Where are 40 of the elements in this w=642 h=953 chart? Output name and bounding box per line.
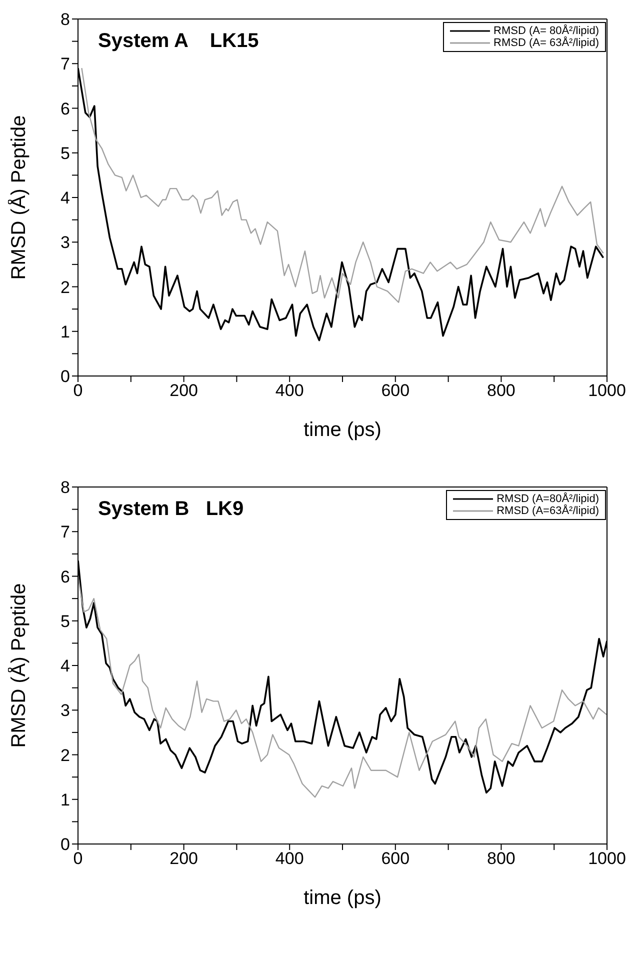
y-axis-title: RMSD (Å) Peptide	[7, 583, 30, 748]
x-tick-label: 0	[73, 381, 83, 400]
x-tick-label: 600	[381, 849, 410, 868]
x-tick-label: 600	[381, 381, 410, 400]
y-tick-label: 4	[60, 656, 70, 676]
x-tick-label: 800	[487, 381, 516, 400]
text: System A LK15	[98, 30, 259, 53]
y-tick-label: 3	[60, 701, 70, 720]
x-tick-label: 1000	[588, 849, 626, 868]
x-tick-label: 200	[170, 381, 198, 400]
y-tick-label: 5	[60, 144, 70, 163]
y-tick-label: 5	[60, 612, 70, 631]
legend-label: RMSD (A= 80Å²/lipid)	[494, 25, 599, 37]
y-tick-label: 8	[60, 10, 70, 30]
x-axis-title: time (ps)	[304, 419, 382, 441]
y-tick-label: 4	[60, 188, 70, 208]
y-tick-label: 1	[60, 790, 70, 810]
legend-label: RMSD (A= 63Å²/lipid)	[494, 37, 599, 49]
legend-label: RMSD (A=80Å²/lipid)	[496, 493, 599, 505]
text: System B LK9	[98, 498, 244, 521]
x-tick-label: 0	[73, 849, 83, 868]
y-tick-label: 2	[60, 278, 70, 297]
x-axis-title: time (ps)	[304, 887, 382, 909]
x-tick-label: 400	[275, 381, 304, 400]
y-tick-label: 0	[60, 835, 70, 854]
x-tick-label: 800	[487, 849, 516, 868]
y-tick-label: 0	[60, 367, 70, 386]
legend-label: RMSD (A=63Å²/lipid)	[496, 505, 599, 517]
x-tick-label: 400	[275, 849, 304, 868]
y-tick-label: 3	[60, 233, 70, 252]
y-tick-label: 1	[60, 322, 70, 342]
y-tick-label: 6	[60, 567, 70, 586]
y-tick-label: 7	[60, 54, 70, 74]
x-tick-label: 1000	[588, 381, 626, 400]
y-tick-label: 6	[60, 99, 70, 118]
y-axis-title: RMSD (Å) Peptide	[7, 115, 30, 280]
x-tick-label: 200	[170, 849, 198, 868]
y-tick-label: 7	[60, 522, 70, 542]
y-tick-label: 8	[60, 478, 70, 498]
y-tick-label: 2	[60, 746, 70, 765]
